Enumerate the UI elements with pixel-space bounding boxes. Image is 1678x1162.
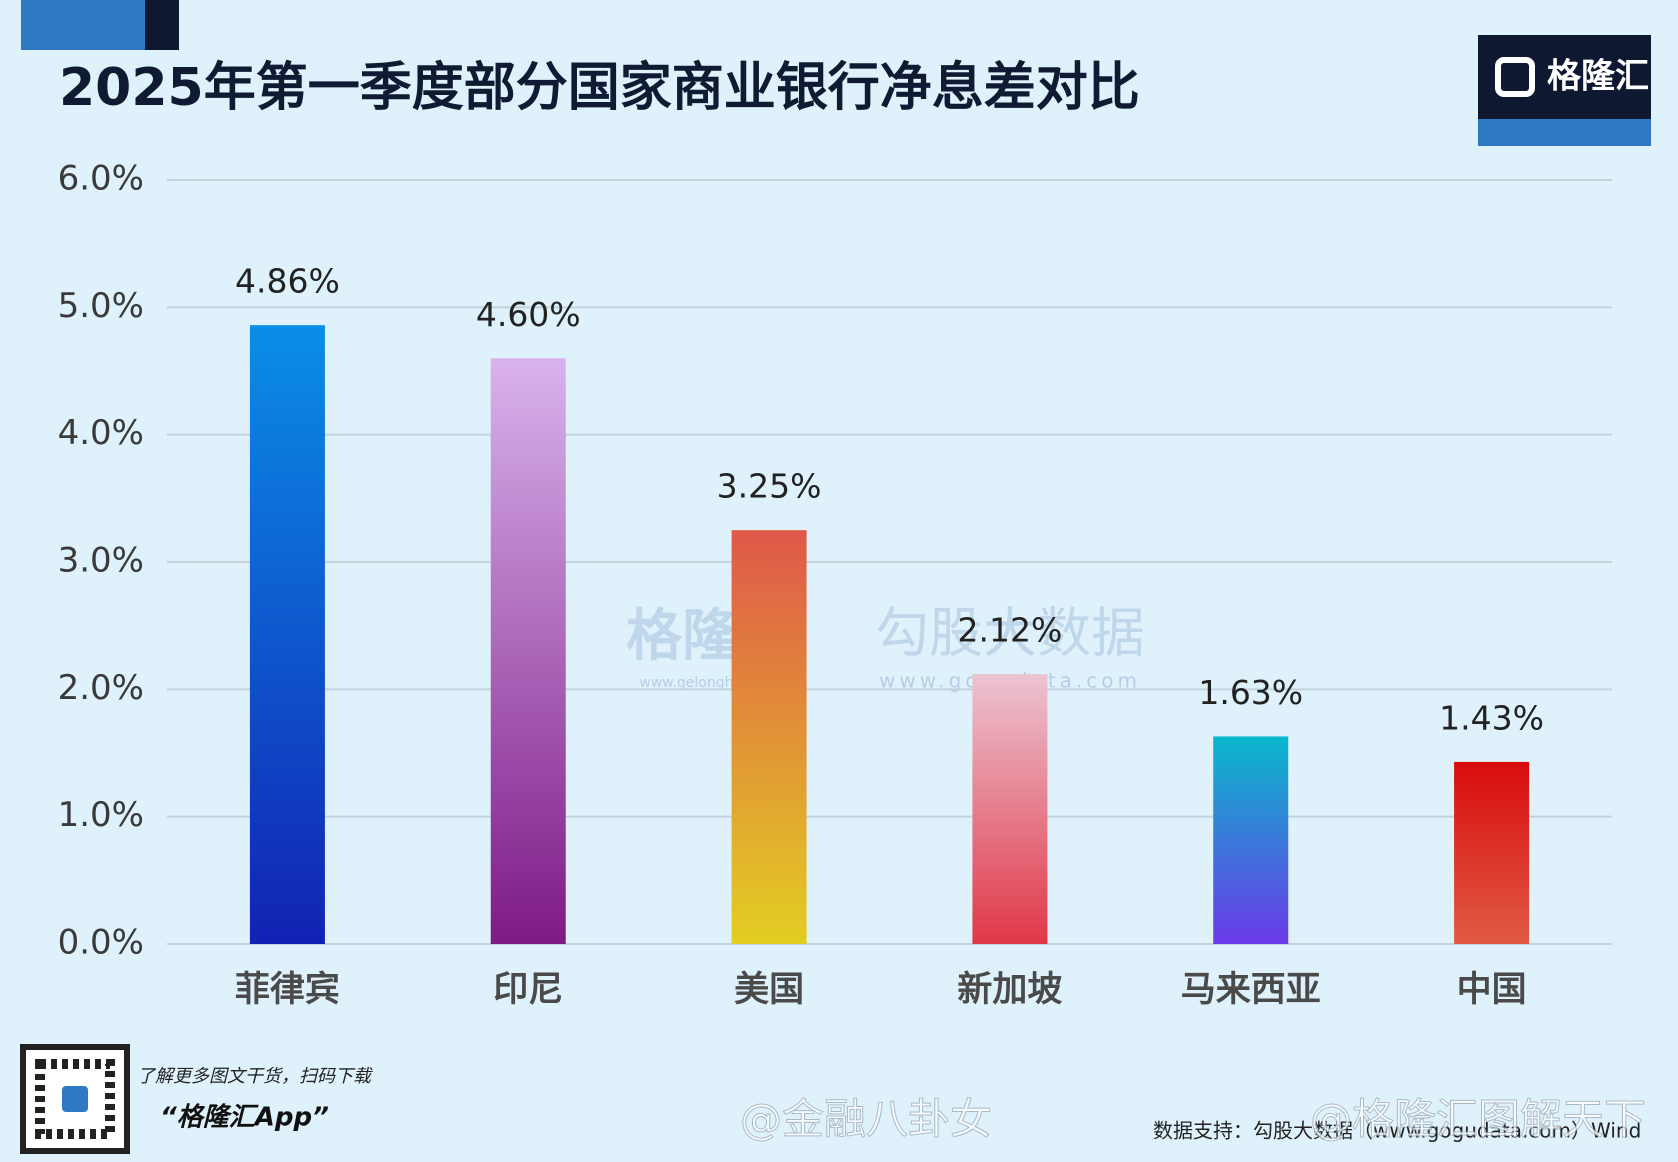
x-tick-label: 菲律宾 (235, 970, 340, 1010)
bar (731, 530, 807, 944)
data-label: 1.63% (1198, 673, 1303, 712)
corner-decoration (21, 0, 145, 50)
data-label: 1.43% (1439, 698, 1544, 737)
bar (1213, 736, 1289, 944)
data-label: 2.12% (957, 611, 1062, 650)
x-tick-label: 美国 (734, 970, 804, 1010)
data-label: 4.60% (476, 295, 581, 334)
watermark: @格隆汇图解天下 (1310, 1095, 1646, 1144)
corner-decoration (145, 0, 179, 50)
bar (972, 674, 1048, 944)
bar (249, 325, 325, 944)
y-tick-label: 3.0% (58, 541, 144, 581)
y-tick-label: 6.0% (58, 159, 144, 199)
x-tick-label: 马来西亚 (1181, 970, 1321, 1010)
logo-icon (1495, 57, 1535, 97)
bar (490, 358, 566, 944)
logo-box (1478, 119, 1651, 146)
y-tick-label: 4.0% (58, 413, 144, 453)
bar (1454, 761, 1530, 944)
watermark: @金融八卦女 (740, 1095, 992, 1144)
x-tick-label: 中国 (1457, 970, 1527, 1010)
data-label: 4.86% (235, 262, 340, 301)
logo-box (1478, 35, 1651, 119)
watermark: 勾股大数据 (875, 602, 1145, 665)
logo-text: 格隆汇 (1547, 57, 1649, 97)
qr-code (35, 1059, 115, 1139)
y-tick-label: 5.0% (58, 286, 144, 326)
footer-app: “格隆汇App” (160, 1103, 329, 1133)
qr-code (62, 1086, 88, 1112)
x-tick-label: 印尼 (493, 970, 563, 1010)
data-label: 3.25% (717, 467, 822, 506)
chart-title: 2025年第一季度部分国家商业银行净息差对比 (59, 58, 1140, 118)
x-tick-label: 新加坡 (957, 970, 1062, 1010)
footer-note: 了解更多图文干货，扫码下载 (137, 1066, 373, 1087)
source: 数据支持：勾股大数据（www.gogudata.com）Wind (1153, 1119, 1641, 1143)
y-tick-label: 1.0% (58, 795, 144, 835)
y-tick-label: 2.0% (58, 668, 144, 708)
y-tick-label: 0.0% (58, 923, 144, 963)
